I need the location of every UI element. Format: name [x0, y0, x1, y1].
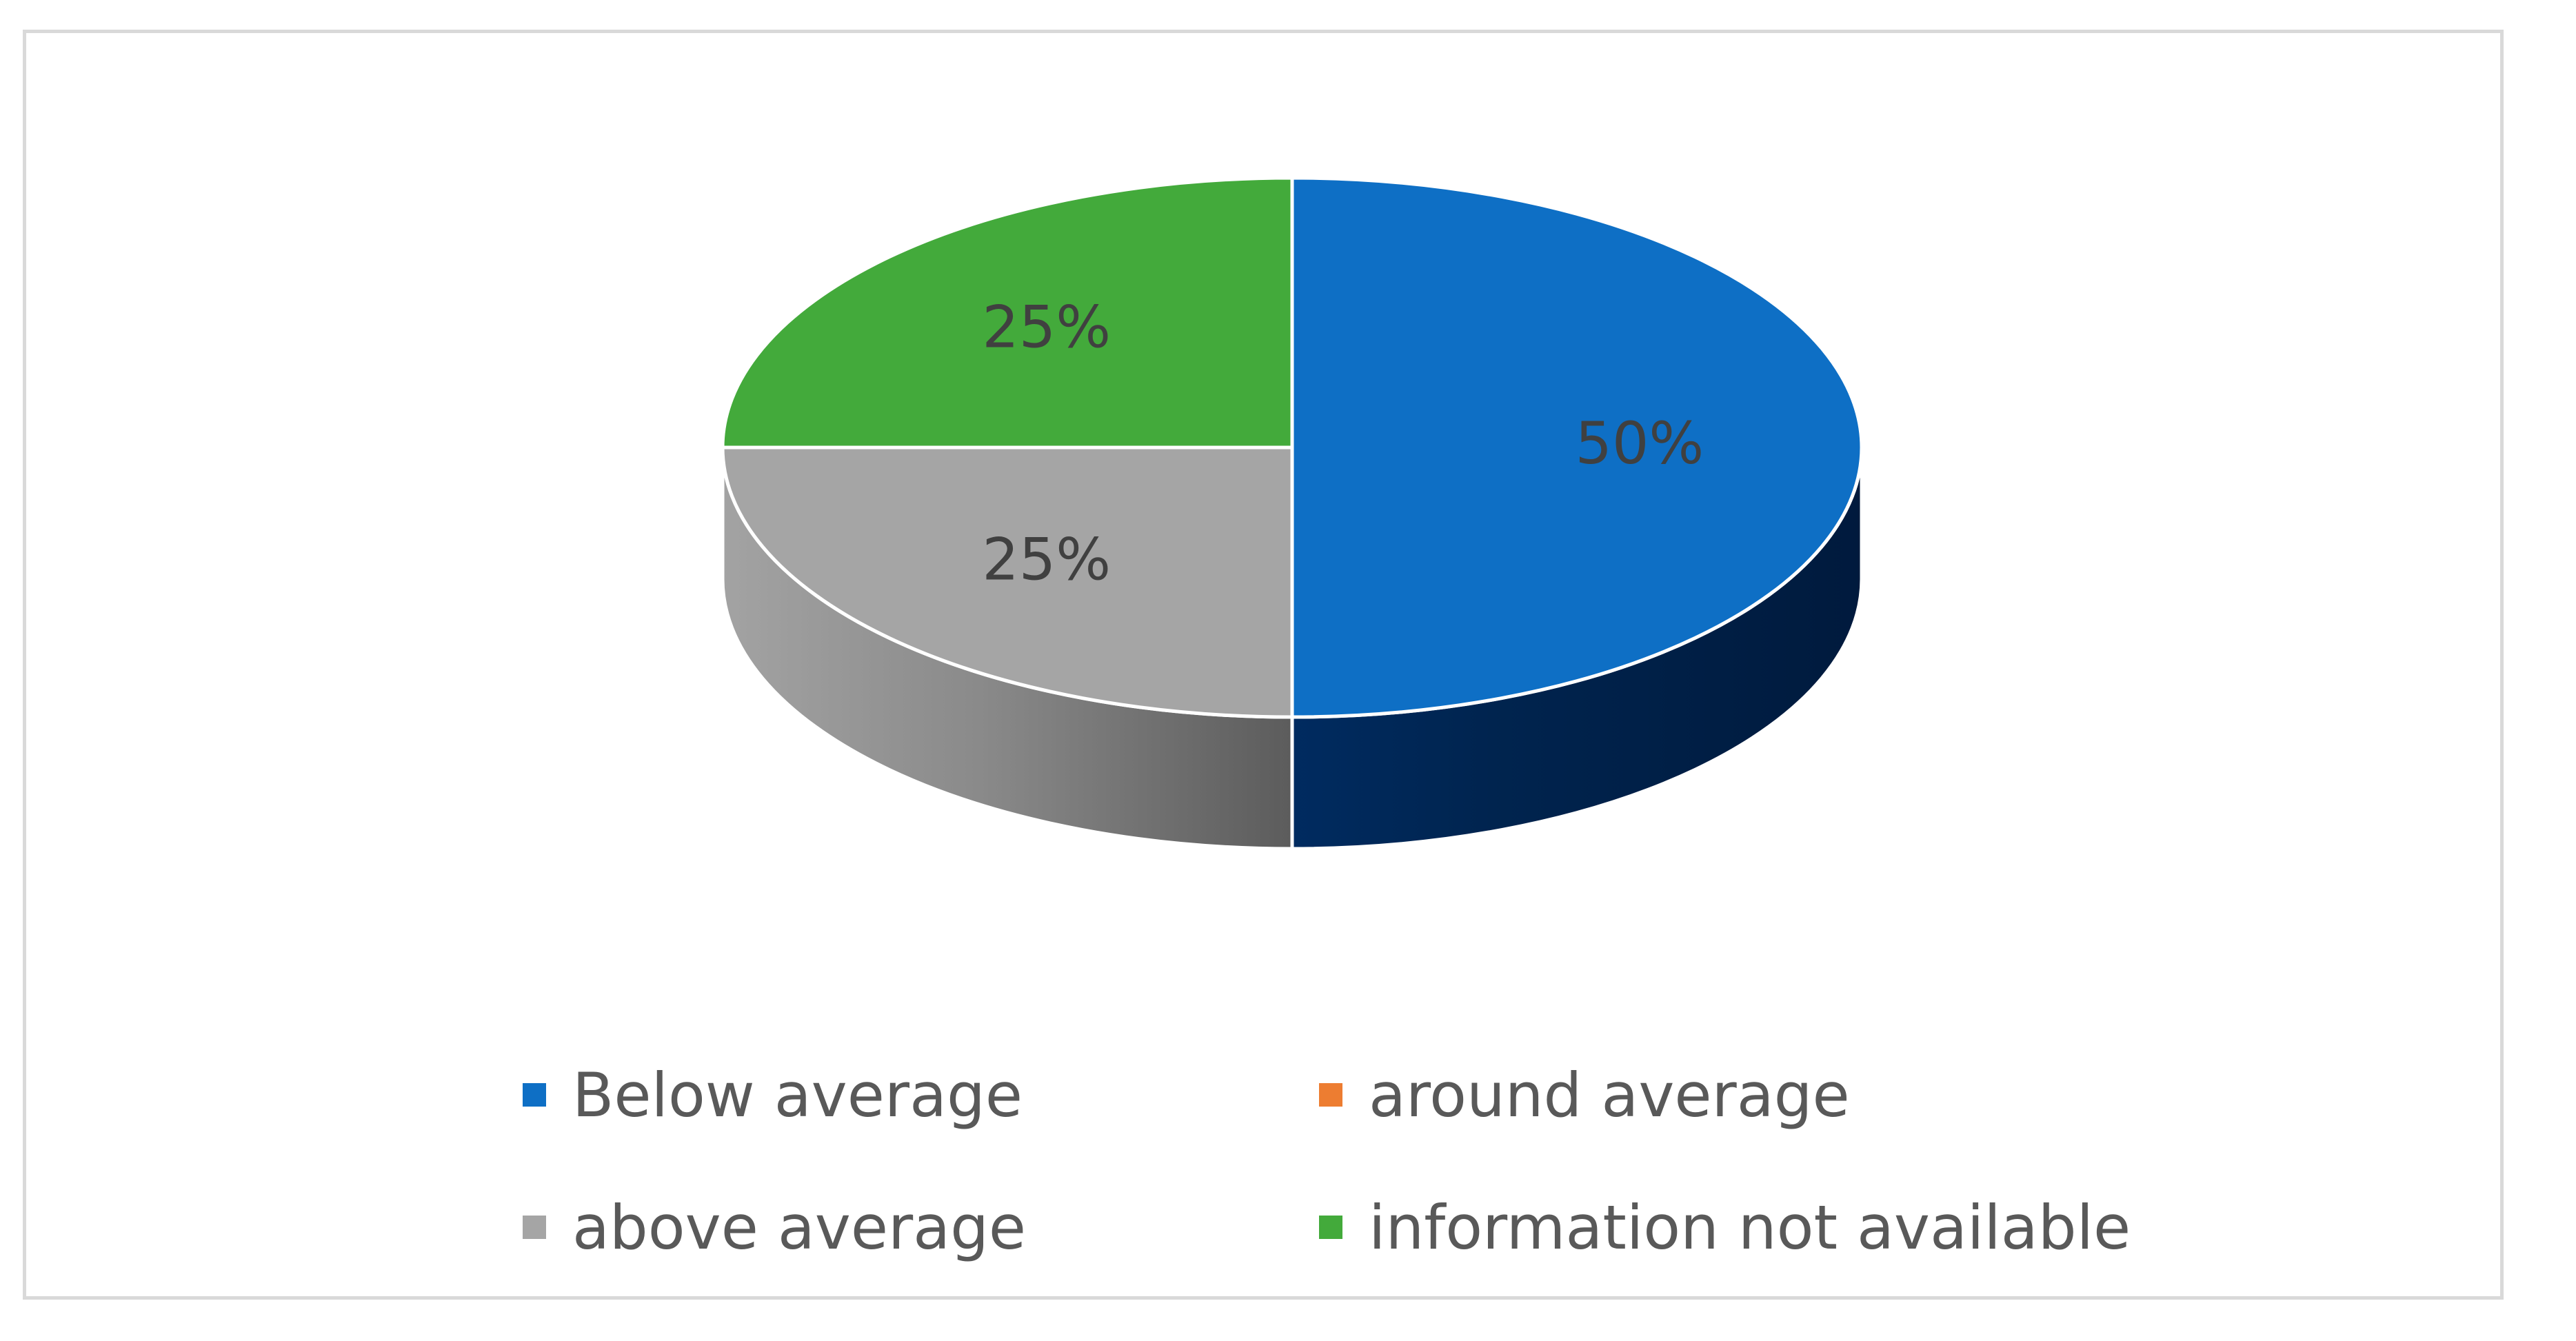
pie-slice-below-average — [1290, 176, 1864, 719]
data-label-below-average: 50% — [1576, 410, 1704, 477]
pie-slice-information-not-available — [721, 176, 1294, 450]
data-label-information-not-available: 25% — [982, 293, 1111, 361]
data-label-above-average: 25% — [982, 526, 1111, 594]
chart-frame: 50% 25% 25% Below average around average a… — [23, 30, 2504, 1300]
pie-chart: 50% 25% 25% — [721, 176, 1864, 851]
pie-slice-above-average — [721, 445, 1294, 719]
